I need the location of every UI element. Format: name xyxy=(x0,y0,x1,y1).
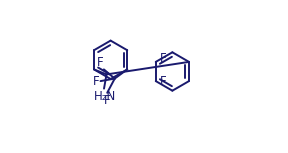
Text: H₂N: H₂N xyxy=(94,90,116,103)
Text: F: F xyxy=(96,56,103,69)
Text: F: F xyxy=(160,52,166,65)
Text: F: F xyxy=(104,94,111,107)
Text: F: F xyxy=(160,75,166,88)
Text: F: F xyxy=(93,75,100,88)
